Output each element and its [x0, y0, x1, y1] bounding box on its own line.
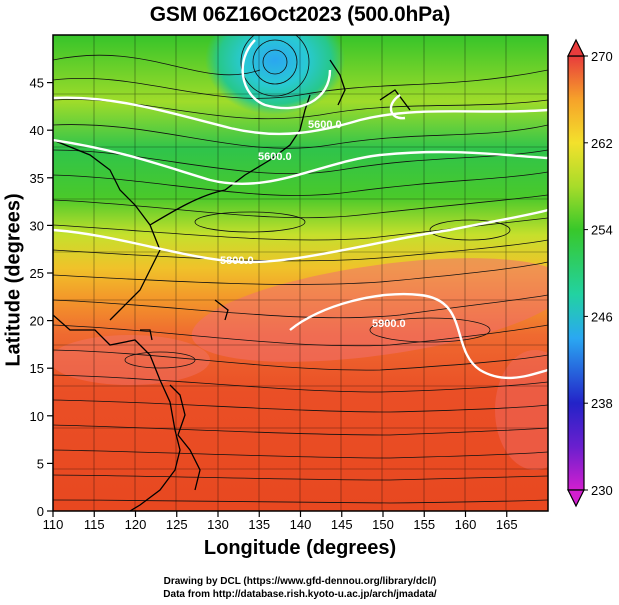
y-tick-label: 30 [30, 218, 44, 233]
x-tick-label: 125 [166, 517, 188, 532]
x-tick-label: 155 [413, 517, 435, 532]
temperature-field [53, 35, 548, 511]
credit-data: Data from http://database.rish.kyoto-u.a… [163, 589, 437, 600]
x-axis-label: Longitude (degrees) [203, 537, 397, 559]
y-tick-label: 20 [30, 314, 44, 329]
x-tick-label: 135 [248, 517, 270, 532]
x-tick-label: 145 [331, 517, 353, 532]
grid-lines [53, 35, 548, 511]
colorbar-tick-label: 246 [591, 309, 613, 324]
y-tick-label: 45 [30, 76, 44, 91]
y-tick-label: 15 [30, 361, 44, 376]
credit-drawing: Drawing by DCL (https://www.gfd-dennou.o… [163, 576, 437, 587]
y-tick-label: 35 [30, 171, 44, 186]
contour-label: 5900.0 [372, 318, 406, 330]
colorbar-tick-label: 270 [591, 49, 613, 64]
colorbar-tick-label: 254 [591, 223, 613, 238]
x-tick-label: 140 [290, 517, 312, 532]
x-tick-label: 120 [125, 517, 147, 532]
x-tick-label: 115 [84, 517, 105, 532]
y-tick-label: 5 [37, 456, 44, 471]
y-axis: 0 5 10 15 20 25 30 35 40 45 [30, 76, 53, 519]
colorbar-ramp [567, 55, 585, 491]
y-tick-label: 0 [37, 504, 44, 519]
x-tick-label: 130 [207, 517, 229, 532]
colorbar-top-arrow [567, 38, 585, 57]
contour-label: 5600.0 [308, 119, 342, 131]
x-tick-label: 165 [496, 517, 518, 532]
colorbar: 230 238 246 254 262 270 [567, 38, 613, 508]
contour-label: 5600.0 [258, 151, 292, 163]
height-contours [53, 39, 548, 380]
figure-title: GSM 06Z16Oct2023 (500.0hPa) [149, 3, 451, 26]
coastlines [53, 59, 411, 511]
colorbar-bottom-arrow [567, 489, 585, 508]
x-tick-label: 110 [43, 517, 64, 532]
colorbar-tick-label: 230 [591, 483, 613, 498]
contour-label: 5800.0 [220, 255, 254, 267]
colorbar-ticks: 230 238 246 254 262 270 [584, 49, 613, 498]
y-axis-label: Latitude (degrees) [2, 193, 25, 367]
contour-labels: 5600.0 5600.0 5800.0 5900.0 [220, 119, 406, 330]
x-axis: 110 115 120 125 130 135 140 145 150 155 160 165 [43, 511, 518, 532]
y-tick-label: 40 [30, 123, 44, 138]
colorbar-tick-label: 238 [591, 396, 613, 411]
y-tick-label: 10 [30, 409, 44, 424]
x-tick-label: 160 [455, 517, 477, 532]
x-tick-label: 150 [372, 517, 394, 532]
colorbar-tick-label: 262 [591, 136, 613, 151]
y-tick-label: 25 [30, 266, 44, 281]
